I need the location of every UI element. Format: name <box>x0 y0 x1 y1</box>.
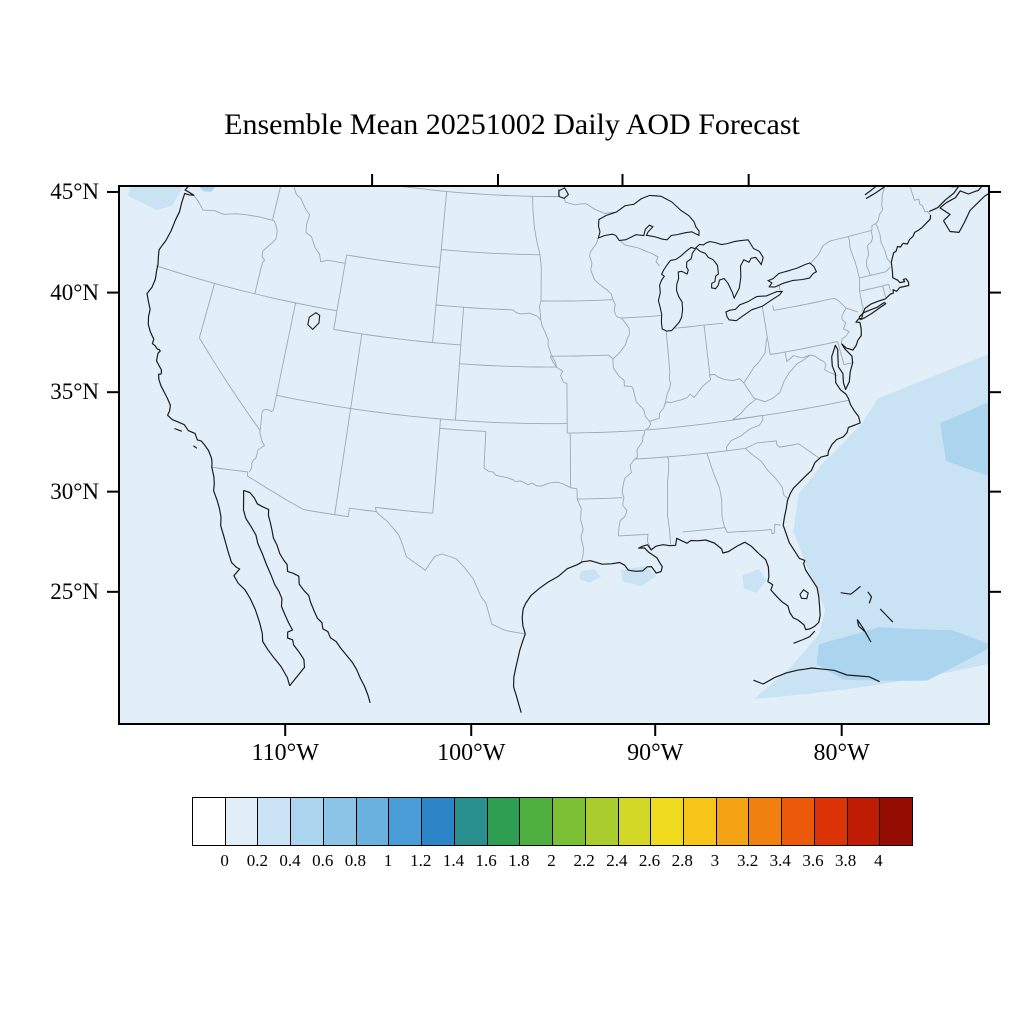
colorbar-cell <box>520 798 554 845</box>
colorbar-cell <box>422 798 455 845</box>
colorbar-cell <box>323 798 357 845</box>
colorbar-tick-label: 3.8 <box>835 851 857 870</box>
colorbar-tick-label: 0 <box>220 851 229 870</box>
x-axis-tick-label: 100°W <box>437 740 506 766</box>
colorbar-tick-label: 1.6 <box>475 851 497 870</box>
plot-title: Ensemble Mean 20251002 Daily AOD Forecas… <box>224 108 800 141</box>
colorbar-cell <box>258 798 292 845</box>
colorbar-cell <box>389 798 423 845</box>
colorbar-tick-label: 3.6 <box>802 851 824 870</box>
y-axis-tick-label: 45°N <box>50 178 99 204</box>
coastlines <box>146 185 990 713</box>
forecast-map <box>118 185 990 725</box>
colorbar-tick-label: 2.6 <box>638 851 661 870</box>
colorbar-tick-label: 0.6 <box>312 851 334 870</box>
colorbar-cell <box>880 798 913 845</box>
colorbar-tick-label: 1.2 <box>410 851 432 870</box>
x-axis-tick-label: 90°W <box>627 740 684 766</box>
colorbar-tick-label: 2.8 <box>671 851 693 870</box>
colorbar-tick-label: 0.8 <box>344 851 367 870</box>
colorbar-tick-label: 2.2 <box>573 851 595 870</box>
colorbar-tick-label: 0.4 <box>279 851 301 870</box>
y-axis-tick-label: 30°N <box>50 478 99 504</box>
colorbar-tick-label: 2 <box>547 851 556 870</box>
colorbar-tick-label: 1.8 <box>508 851 530 870</box>
colorbar-cell <box>225 798 259 845</box>
colorbar-cell <box>814 798 848 845</box>
y-axis-tick-label: 25°N <box>50 578 99 604</box>
colorbar-cell <box>356 798 390 845</box>
colorbar <box>192 797 913 846</box>
state-and-national-borders <box>155 185 931 635</box>
y-axis-tick-label: 40°N <box>50 279 99 305</box>
colorbar-cell <box>651 798 685 845</box>
y-axis-tick-label: 35°N <box>50 379 99 405</box>
colorbar-tick-label: 0.2 <box>246 851 268 870</box>
colorbar-cell <box>847 798 881 845</box>
colorbar-cell <box>716 798 750 845</box>
x-axis-tick-label: 110°W <box>251 740 319 766</box>
colorbar-cell <box>487 798 521 845</box>
lakes <box>307 187 818 600</box>
colorbar-cell <box>749 798 783 845</box>
colorbar-cell <box>782 798 815 845</box>
colorbar-tick-label: 1 <box>383 851 393 870</box>
colorbar-cell <box>454 798 488 845</box>
colorbar-tick-label: 1.4 <box>442 851 465 870</box>
map-canvas <box>118 185 990 725</box>
colorbar-tick-label: 3 <box>710 851 720 870</box>
colorbar-cell <box>684 798 717 845</box>
colorbar-cell <box>585 798 619 845</box>
colorbar-tick-label: 3.2 <box>736 851 759 870</box>
colorbar-cell <box>193 798 226 845</box>
aod-overlay-patches <box>127 185 990 699</box>
colorbar-cell <box>291 798 324 845</box>
colorbar-tick-label: 3.4 <box>769 851 791 870</box>
colorbar-cell <box>553 798 586 845</box>
x-axis-tick-label: 80°W <box>813 740 870 766</box>
colorbar-tick-label: 2.4 <box>606 851 628 870</box>
map-frame <box>118 185 990 725</box>
colorbar-cell <box>618 798 652 845</box>
colorbar-tick-label: 4 <box>874 851 883 870</box>
